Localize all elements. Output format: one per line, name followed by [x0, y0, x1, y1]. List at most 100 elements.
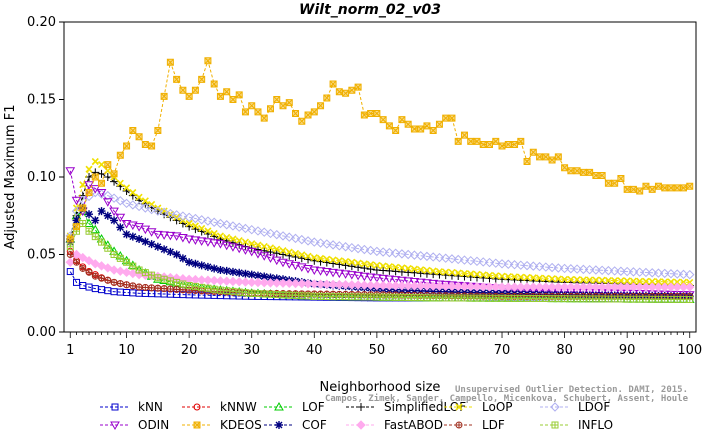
data-point [116, 179, 124, 187]
data-point [266, 273, 275, 282]
legend-item: LDF [444, 418, 505, 432]
data-point [190, 236, 201, 245]
data-point [460, 131, 468, 139]
data-point [423, 122, 431, 130]
data-point [193, 421, 201, 429]
data-point [679, 295, 687, 303]
data-point [215, 276, 226, 286]
data-point [165, 208, 176, 219]
data-point [529, 274, 537, 282]
data-point [65, 167, 76, 176]
data-point [104, 167, 112, 175]
data-point [342, 257, 350, 266]
data-point [504, 140, 512, 148]
data-point [265, 254, 276, 263]
data-point [491, 282, 501, 292]
data-point [98, 179, 106, 187]
data-point [578, 264, 589, 275]
data-point [642, 277, 650, 285]
data-point [398, 264, 406, 272]
series-line [69, 191, 690, 276]
data-point [173, 75, 181, 83]
data-point [134, 201, 144, 212]
data-point [111, 403, 119, 411]
data-point [191, 259, 200, 268]
data-point [567, 275, 575, 284]
legend-label: ODIN [138, 418, 169, 432]
data-point [72, 204, 81, 212]
data-point [409, 277, 420, 287]
data-point [71, 249, 82, 260]
data-point [290, 278, 301, 289]
data-point [290, 261, 301, 271]
data-point [629, 277, 637, 285]
data-point [91, 216, 100, 225]
data-point [516, 282, 526, 292]
data-point [340, 270, 351, 279]
data-point [123, 184, 131, 192]
data-point [128, 232, 137, 241]
legend-item: kNNW [182, 400, 257, 414]
data-point [566, 264, 576, 274]
data-point [166, 58, 174, 66]
data-point [278, 258, 288, 268]
data-point [193, 403, 201, 411]
data-point [122, 230, 131, 239]
data-point [254, 241, 262, 249]
data-point [528, 282, 539, 292]
data-point [221, 220, 232, 230]
legend-item: SimplifiedLOF [346, 400, 466, 414]
data-point [160, 285, 168, 293]
data-point [279, 247, 287, 255]
data-point [228, 267, 237, 276]
data-point [435, 267, 444, 276]
data-point [159, 231, 169, 240]
data-point [479, 140, 487, 148]
data-point [216, 232, 225, 240]
data-point [356, 420, 366, 430]
data-point [654, 278, 663, 286]
data-point [204, 57, 212, 65]
legend-item: LOF [264, 400, 325, 414]
legend-item: LDOF [540, 400, 610, 414]
data-point [347, 242, 357, 253]
data-point [185, 258, 194, 267]
data-point [209, 217, 219, 227]
data-point [166, 247, 175, 256]
legend-label: LDF [482, 418, 505, 432]
data-point [240, 277, 251, 287]
series-line [69, 160, 690, 283]
data-point [160, 92, 168, 100]
data-point [472, 256, 482, 267]
data-point [484, 282, 495, 292]
data-point [422, 287, 431, 296]
data-point [103, 190, 113, 201]
data-point [542, 153, 550, 161]
data-point [379, 262, 387, 270]
data-point [653, 268, 664, 278]
data-point [522, 260, 532, 271]
data-point [190, 213, 201, 224]
data-point [360, 111, 368, 119]
data-point [216, 92, 224, 100]
data-point [365, 245, 376, 256]
data-point [372, 246, 382, 257]
data-point [84, 218, 94, 227]
data-point [384, 247, 395, 258]
data-point [73, 258, 81, 266]
data-point [328, 268, 338, 278]
x-tick-label: 30 [243, 343, 260, 358]
data-point [290, 233, 301, 244]
data-point [215, 240, 226, 249]
data-point [134, 223, 144, 232]
data-point [634, 282, 645, 292]
data-point [116, 223, 125, 232]
data-point [623, 277, 631, 285]
data-point [447, 254, 457, 264]
data-point [90, 224, 101, 234]
data-point [198, 75, 206, 83]
data-point [409, 250, 420, 260]
data-point [385, 122, 393, 130]
data-point [146, 204, 157, 215]
data-point [604, 179, 612, 187]
